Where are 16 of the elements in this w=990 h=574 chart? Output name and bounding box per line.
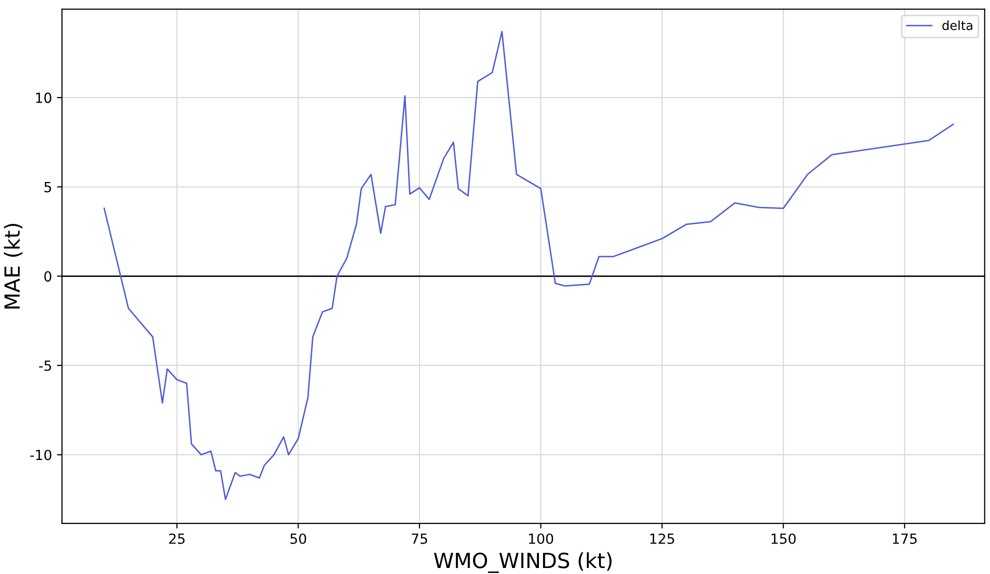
y-tick-label: -5 [39, 360, 52, 371]
line-series [103, 30, 954, 500]
y-tick-label: -10 [30, 450, 52, 460]
legend-label: delta [942, 20, 972, 30]
x-tick-label: 125 [650, 533, 674, 544]
x-tick-label: 25 [169, 533, 185, 544]
x-tick-label: 75 [412, 534, 428, 544]
y-axis-title: MAE (kt) [4, 224, 22, 309]
y-tick-label: 5 [44, 182, 52, 192]
x-axis-title: WMO_WINDS (kt) [434, 552, 612, 573]
x-tick-label: 50 [290, 533, 306, 544]
y-tick-label: 10 [36, 92, 52, 104]
x-tick-label: 175 [892, 534, 917, 544]
x-tick-label: 100 [529, 533, 554, 544]
x-tick-label: 150 [772, 533, 796, 544]
y-tick-label: 0 [44, 271, 52, 282]
